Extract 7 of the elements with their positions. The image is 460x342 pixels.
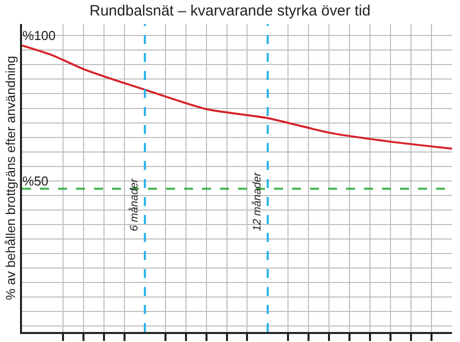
- y-axis-title: % av behållen brottgräns efter användning: [2, 56, 18, 300]
- y-tick-label: %50: [22, 173, 48, 188]
- y-tick-label: %100: [22, 28, 56, 44]
- line-series: [22, 44, 452, 150]
- ref-line-label: 6 månader: [128, 177, 140, 232]
- ref-line-label: 12 månader: [251, 171, 264, 232]
- chart-title: Rundbalsnät – kvarvarande styrka över tid: [90, 2, 370, 20]
